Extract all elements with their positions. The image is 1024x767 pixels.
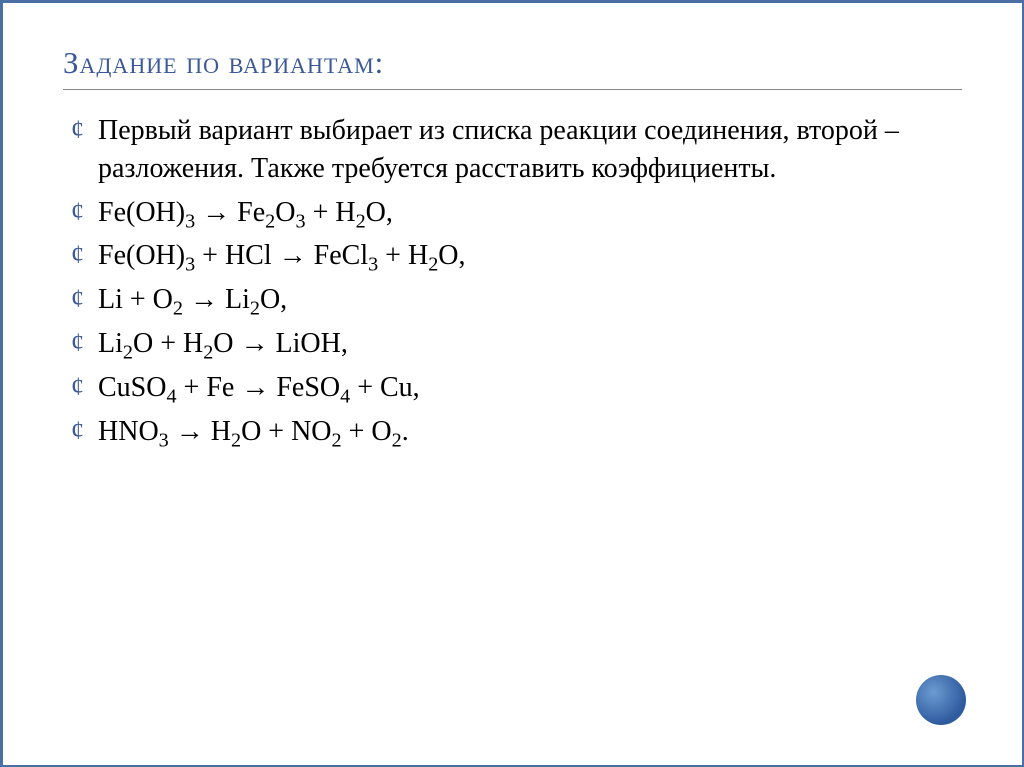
- equation-item: ¢ Li + O2 → Li2O,: [71, 281, 962, 319]
- slide-title: Задание по вариантам:: [63, 45, 962, 81]
- slide: Задание по вариантам: ¢ Первый вариант в…: [0, 0, 1024, 767]
- bullet-icon: ¢: [71, 237, 84, 272]
- equation-text: Fe(OH)3 + HCl → FeCl3 + H2O,: [98, 237, 466, 275]
- intro-text: Первый вариант выбирает из списка реакци…: [98, 112, 962, 188]
- equation-list: ¢ Fe(OH)3 → Fe2O3 + H2O, ¢ Fe(OH)3 + HCl → …: [71, 194, 962, 451]
- bullet-icon: ¢: [71, 369, 84, 404]
- equation-text: Fe(OH)3 → Fe2O3 + H2O,: [98, 194, 393, 232]
- equation-text: Li2O + H2O → LiOH,: [98, 325, 348, 363]
- content-area: ¢ Первый вариант выбирает из списка реак…: [63, 112, 962, 450]
- equation-item: ¢ HNO3 → H2O + NO2 + O2.: [71, 413, 962, 451]
- equation-item: ¢ CuSO4 + Fe → FeSO4 + Cu,: [71, 369, 962, 407]
- bullet-icon: ¢: [71, 194, 84, 229]
- equation-text: CuSO4 + Fe → FeSO4 + Cu,: [98, 369, 420, 407]
- bullet-icon: ¢: [71, 325, 84, 360]
- equation-text: Li + O2 → Li2O,: [98, 281, 287, 319]
- equation-item: ¢ Li2O + H2O → LiOH,: [71, 325, 962, 363]
- equation-text: HNO3 → H2O + NO2 + O2.: [98, 413, 409, 451]
- bullet-icon: ¢: [71, 112, 84, 147]
- equation-item: ¢ Fe(OH)3 → Fe2O3 + H2O,: [71, 194, 962, 232]
- intro-item: ¢ Первый вариант выбирает из списка реак…: [71, 112, 962, 188]
- bullet-icon: ¢: [71, 281, 84, 316]
- equation-item: ¢ Fe(OH)3 + HCl → FeCl3 + H2O,: [71, 237, 962, 275]
- bullet-icon: ¢: [71, 413, 84, 448]
- decorative-circle: [916, 675, 966, 725]
- title-underline: [63, 89, 962, 90]
